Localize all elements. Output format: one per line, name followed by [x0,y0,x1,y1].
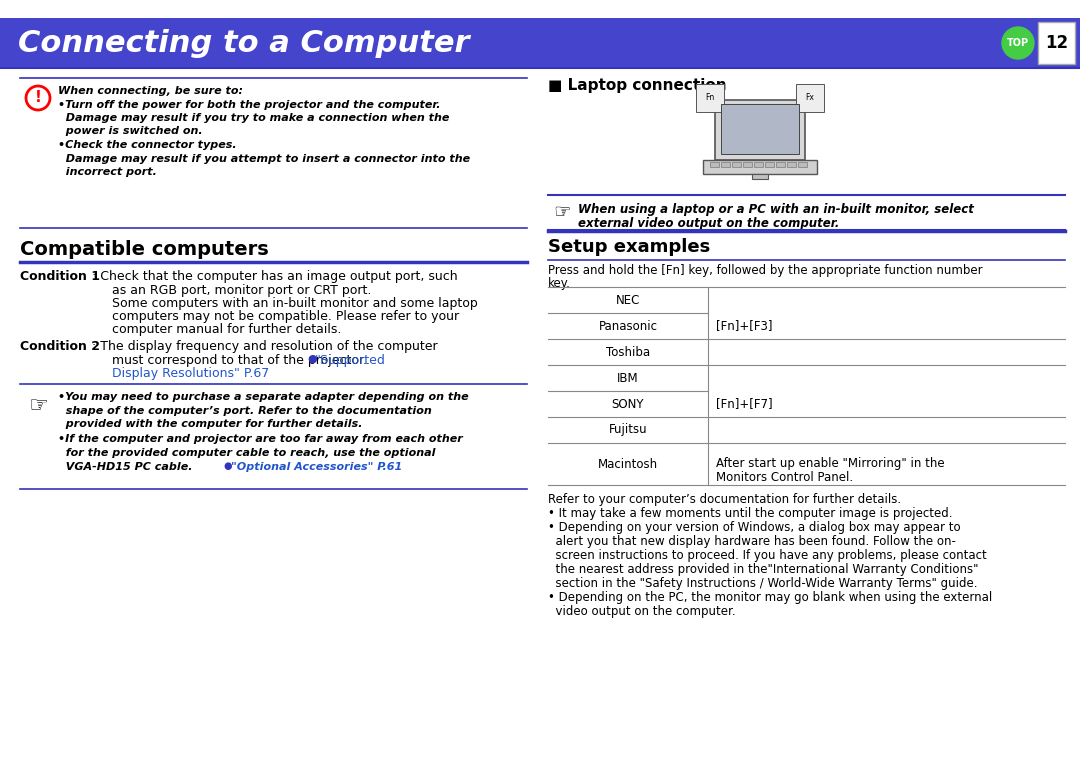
Text: Display Resolutions" P.67: Display Resolutions" P.67 [112,367,269,380]
Text: Some computers with an in-built monitor and some laptop: Some computers with an in-built monitor … [112,297,477,310]
Text: alert you that new display hardware has been found. Follow the on-: alert you that new display hardware has … [548,535,956,548]
Text: Press and hold the [Fn] key, followed by the appropriate function number: Press and hold the [Fn] key, followed by… [548,264,983,277]
Text: Fujitsu: Fujitsu [609,423,647,436]
Text: !: ! [35,91,41,105]
Text: ☞: ☞ [553,203,570,222]
Text: Condition 2: Condition 2 [21,340,100,353]
FancyBboxPatch shape [710,162,719,167]
Text: After start up enable "Mirroring" in the: After start up enable "Mirroring" in the [716,457,945,470]
FancyBboxPatch shape [752,174,768,179]
Text: Damage may result if you attempt to insert a connector into the: Damage may result if you attempt to inse… [58,153,470,163]
Text: shape of the computer’s port. Refer to the documentation: shape of the computer’s port. Refer to t… [58,405,432,416]
Text: "Supported: "Supported [315,354,386,367]
FancyBboxPatch shape [732,162,741,167]
FancyBboxPatch shape [743,162,752,167]
Text: ☞: ☞ [28,396,48,416]
FancyBboxPatch shape [721,104,799,154]
FancyBboxPatch shape [777,162,785,167]
Text: external video output on the computer.: external video output on the computer. [578,217,839,230]
Text: for the provided computer cable to reach, use the optional: for the provided computer cable to reach… [58,448,435,458]
Text: computers may not be compatible. Please refer to your: computers may not be compatible. Please … [112,310,459,323]
FancyBboxPatch shape [754,162,762,167]
FancyBboxPatch shape [0,18,1080,68]
Text: power is switched on.: power is switched on. [58,127,203,137]
Text: Toshiba: Toshiba [606,346,650,359]
FancyBboxPatch shape [1038,22,1075,64]
Text: Monitors Control Panel.: Monitors Control Panel. [716,471,853,484]
Text: 12: 12 [1045,34,1068,52]
Text: [Fn]+[F3]: [Fn]+[F3] [716,320,772,333]
Text: must correspond to that of the projector.: must correspond to that of the projector… [112,354,375,367]
Text: Damage may result if you try to make a connection when the: Damage may result if you try to make a c… [58,113,449,123]
Text: Setup examples: Setup examples [548,238,711,256]
Text: SONY: SONY [611,398,645,410]
Text: IBM: IBM [617,372,638,385]
Text: ●: ● [307,354,316,364]
Text: TOP: TOP [1007,38,1029,48]
Text: key.: key. [548,277,571,290]
FancyBboxPatch shape [721,162,730,167]
Text: Condition 1: Condition 1 [21,270,100,283]
Text: When connecting, be sure to:: When connecting, be sure to: [58,86,243,96]
FancyBboxPatch shape [703,160,816,174]
Text: incorrect port.: incorrect port. [58,167,157,177]
Text: Fx: Fx [806,94,814,102]
Text: as an RGB port, monitor port or CRT port.: as an RGB port, monitor port or CRT port… [112,284,372,297]
Circle shape [26,86,50,110]
Text: Connecting to a Computer: Connecting to a Computer [18,28,470,57]
Text: •You may need to purchase a separate adapter depending on the: •You may need to purchase a separate ada… [58,392,469,402]
Text: •Turn off the power for both the projector and the computer.: •Turn off the power for both the project… [58,99,441,110]
Text: [Fn]+[F7]: [Fn]+[F7] [716,398,772,410]
Text: When using a laptop or a PC with an in-built monitor, select: When using a laptop or a PC with an in-b… [578,203,974,216]
FancyBboxPatch shape [787,162,796,167]
Text: Refer to your computer’s documentation for further details.: Refer to your computer’s documentation f… [548,493,901,506]
Text: the nearest address provided in the"International Warranty Conditions": the nearest address provided in the"Inte… [548,563,978,576]
Text: screen instructions to proceed. If you have any problems, please contact: screen instructions to proceed. If you h… [548,549,987,562]
FancyBboxPatch shape [715,100,805,160]
FancyBboxPatch shape [765,162,774,167]
Text: : The display frequency and resolution of the computer: : The display frequency and resolution o… [92,340,437,353]
Text: VGA-HD15 PC cable.: VGA-HD15 PC cable. [58,462,200,472]
Text: computer manual for further details.: computer manual for further details. [112,323,341,336]
Text: Compatible computers: Compatible computers [21,240,269,259]
Circle shape [1002,27,1034,59]
Text: ●: ● [222,462,231,472]
FancyBboxPatch shape [798,162,807,167]
Text: NEC: NEC [616,294,640,307]
Text: • Depending on the PC, the monitor may go blank when using the external: • Depending on the PC, the monitor may g… [548,591,993,604]
Text: • It may take a few moments until the computer image is projected.: • It may take a few moments until the co… [548,507,953,520]
Text: • Depending on your version of Windows, a dialog box may appear to: • Depending on your version of Windows, … [548,521,960,534]
Text: Panasonic: Panasonic [598,320,658,333]
Text: "Optional Accessories" P.61: "Optional Accessories" P.61 [231,462,402,472]
Text: •If the computer and projector are too far away from each other: •If the computer and projector are too f… [58,434,462,445]
Text: ■ Laptop connection: ■ Laptop connection [548,78,727,93]
Text: video output on the computer.: video output on the computer. [548,605,735,618]
Text: Macintosh: Macintosh [598,458,658,471]
Text: : Check that the computer has an image output port, such: : Check that the computer has an image o… [92,270,458,283]
Text: Fn: Fn [705,94,715,102]
Text: provided with the computer for further details.: provided with the computer for further d… [58,419,363,429]
Text: section in the "Safety Instructions / World-Wide Warranty Terms" guide.: section in the "Safety Instructions / Wo… [548,577,977,590]
Text: •Check the connector types.: •Check the connector types. [58,140,237,150]
